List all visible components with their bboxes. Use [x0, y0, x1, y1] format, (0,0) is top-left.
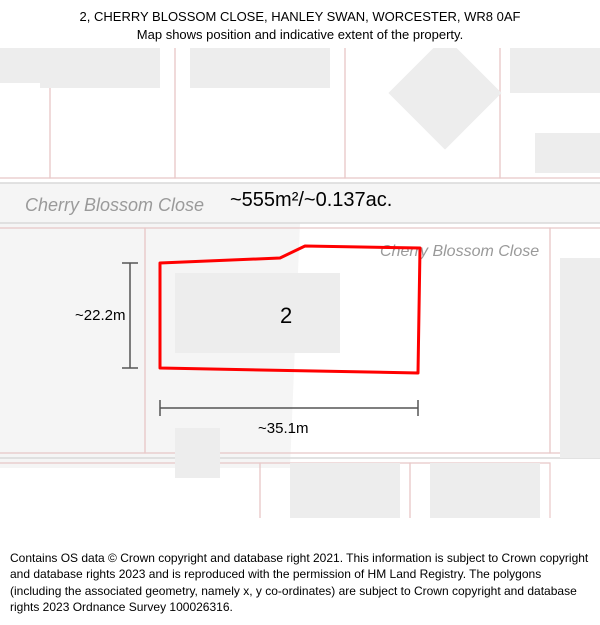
building-footprint — [40, 48, 160, 88]
building-footprint — [430, 463, 540, 518]
road-label: Cherry Blossom Close — [25, 195, 204, 215]
building-footprint — [190, 48, 330, 88]
dim-height-label: ~22.2m — [75, 307, 125, 324]
building-footprint — [510, 48, 600, 93]
header-subtitle: Map shows position and indicative extent… — [10, 26, 590, 44]
property-address: 2, CHERRY BLOSSOM CLOSE, HANLEY SWAN, WO… — [10, 8, 590, 26]
property-map: Cherry Blossom Close Cherry Blossom Close… — [0, 48, 600, 518]
building-footprint — [560, 258, 600, 458]
plot-number: 2 — [280, 303, 292, 328]
building-footprint — [175, 273, 340, 353]
area-label: ~555m²/~0.137ac. — [230, 189, 392, 211]
map-container: Cherry Blossom Close Cherry Blossom Close… — [0, 48, 600, 518]
copyright-footer: Contains OS data © Crown copyright and d… — [0, 542, 600, 625]
header: 2, CHERRY BLOSSOM CLOSE, HANLEY SWAN, WO… — [0, 0, 600, 48]
dim-width-label: ~35.1m — [258, 420, 308, 437]
building-footprint — [290, 463, 400, 518]
building-footprint — [175, 428, 220, 478]
building-footprint — [535, 133, 600, 173]
road-label: Cherry Blossom Close — [380, 243, 539, 260]
